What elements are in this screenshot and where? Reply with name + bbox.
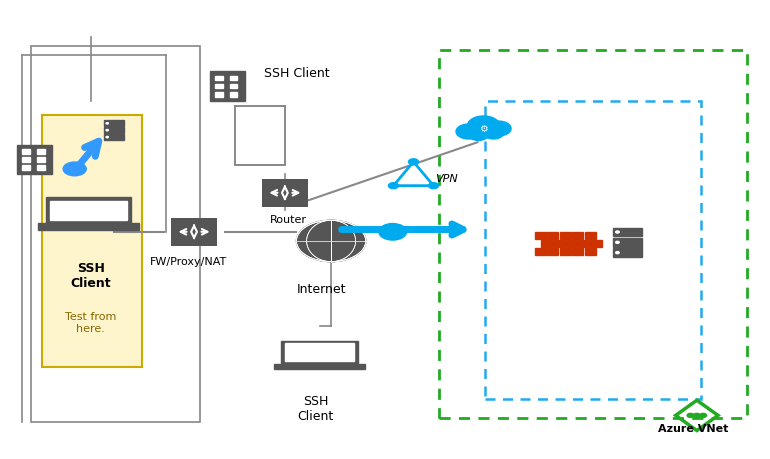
Bar [572,232,584,239]
Bar [534,232,546,239]
Bar [235,106,285,165]
Bar [584,232,596,239]
Bar [215,84,223,89]
Bar [51,201,127,220]
Text: Internet: Internet [297,283,346,296]
Bar [560,232,571,239]
Circle shape [106,129,109,131]
Bar [534,248,546,255]
Circle shape [379,224,407,240]
Bar [285,343,354,361]
Circle shape [429,183,439,189]
Bar [46,197,131,223]
Bar [37,149,45,154]
Circle shape [467,116,500,135]
Circle shape [486,121,511,136]
Bar [554,240,564,247]
FancyBboxPatch shape [42,115,142,367]
Bar [560,248,571,255]
Text: VPN: VPN [435,174,458,184]
Bar [104,134,123,140]
Circle shape [694,414,700,417]
Circle shape [106,123,109,124]
Circle shape [389,183,399,189]
Text: ⚙: ⚙ [479,123,488,134]
FancyBboxPatch shape [31,46,200,422]
Circle shape [106,136,109,138]
Bar [572,248,584,255]
FancyBboxPatch shape [439,50,747,418]
Bar [613,248,642,257]
Bar [229,76,237,80]
Circle shape [468,129,489,140]
Bar [262,179,308,207]
Text: SSH
Client: SSH Client [297,395,334,423]
Bar [104,120,123,126]
Bar [274,364,365,369]
Circle shape [687,414,694,417]
Circle shape [700,414,707,417]
Circle shape [456,124,481,139]
Bar [541,240,552,247]
Bar [171,218,217,246]
Bar [566,240,578,247]
Bar [584,248,596,255]
FancyBboxPatch shape [485,101,701,399]
Bar [578,240,590,247]
Bar [229,84,237,89]
Bar [38,223,139,230]
Text: Router: Router [270,215,307,225]
Bar [37,165,45,170]
Bar [229,92,237,96]
Bar [215,92,223,96]
Bar [22,157,30,162]
Text: Test from
here.: Test from here. [65,312,116,334]
Bar [613,238,642,247]
Text: SSH
Client: SSH Client [71,262,111,290]
Bar [37,157,45,162]
Bar [209,71,245,101]
Bar [613,228,642,236]
Bar [591,240,602,247]
Text: FW/Proxy/NAT: FW/Proxy/NAT [150,257,227,267]
Circle shape [484,127,504,139]
Circle shape [296,220,366,262]
Circle shape [616,231,619,233]
Bar [104,127,123,133]
Bar [22,149,30,154]
Text: SSH Client: SSH Client [263,67,330,80]
Bar [282,341,357,364]
Circle shape [408,159,419,165]
Circle shape [616,241,619,243]
Bar [547,232,558,239]
Bar [17,145,52,174]
Circle shape [63,162,86,176]
Text: Azure VNet: Azure VNet [658,424,728,434]
Bar [22,165,30,170]
Bar [215,76,223,80]
Bar [547,248,558,255]
Circle shape [616,252,619,254]
